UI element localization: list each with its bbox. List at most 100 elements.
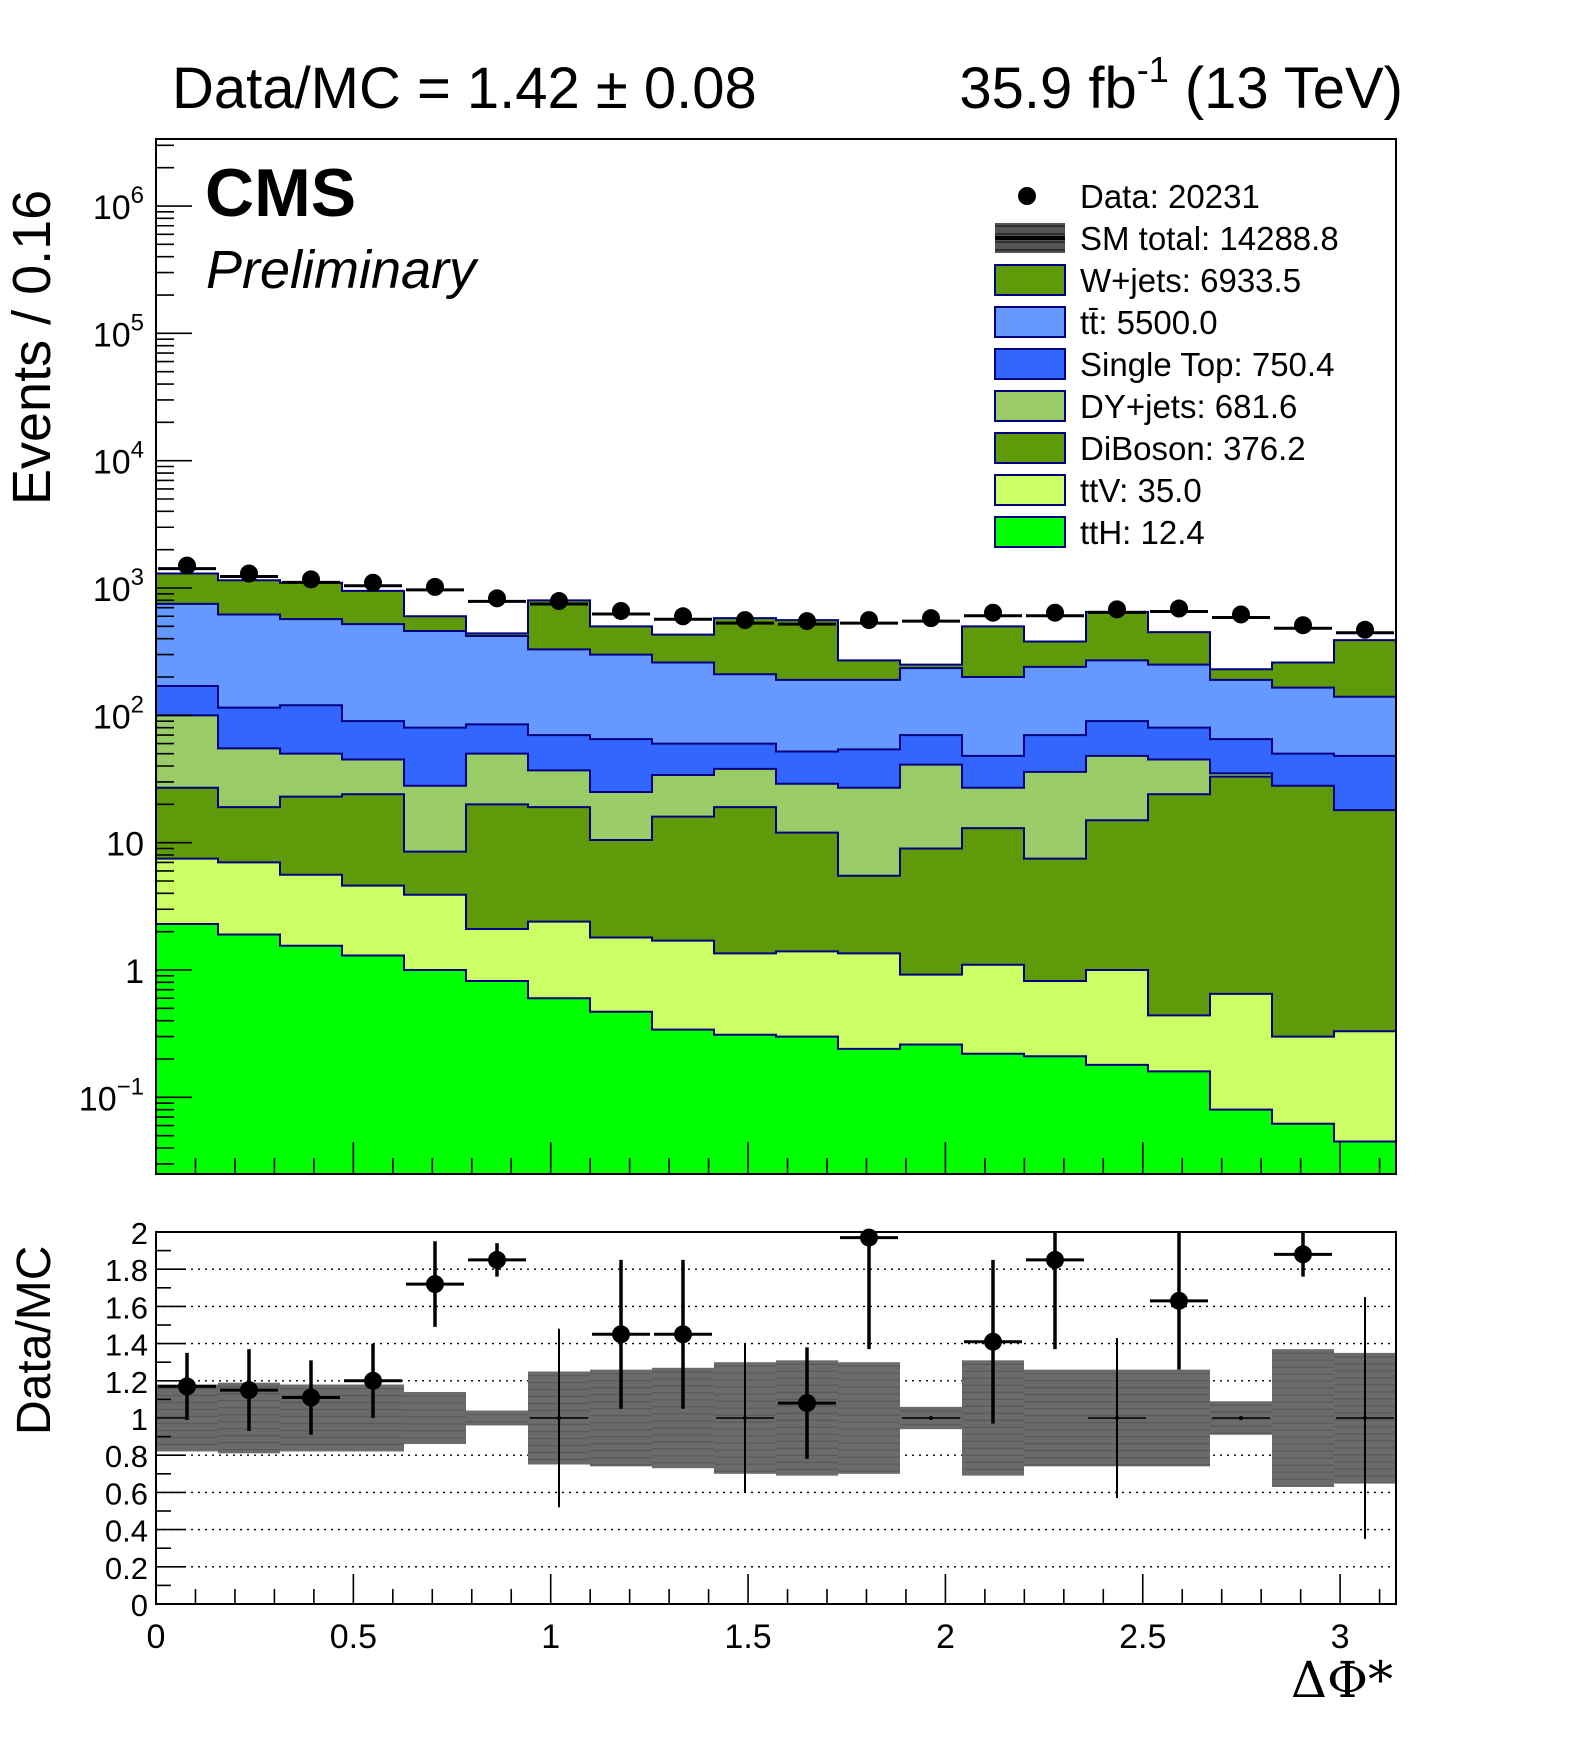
ratio-y-tick-label: 1.8: [105, 1253, 148, 1288]
luminosity-energy: (13 TeV): [1169, 56, 1403, 121]
ratio-point: [488, 1250, 506, 1269]
legend-label: tt̄: 5500.0: [1080, 304, 1218, 341]
ratio-point: [860, 1228, 878, 1247]
data-point: [178, 556, 196, 575]
x-tick-label: 3: [1331, 1618, 1350, 1656]
data-point: [1356, 620, 1374, 639]
ratio-point: [798, 1394, 816, 1413]
ratio-point: [557, 1416, 561, 1420]
ratio-point: [984, 1332, 1002, 1351]
preliminary-label: Preliminary: [206, 240, 479, 300]
y-tick-label: 102: [93, 691, 144, 736]
data-point: [364, 573, 382, 592]
ratio-point: [1115, 1416, 1119, 1420]
legend-label: DiBoson: 376.2: [1080, 430, 1306, 467]
main-y-axis-label: Events / 0.16: [2, 190, 62, 505]
ratio-points: [158, 1228, 1394, 1539]
data-point: [488, 589, 506, 608]
uncertainty-band-bin: [1024, 1369, 1086, 1467]
ratio-y-tick-label: 0: [131, 1588, 148, 1623]
cms-label: CMS: [205, 155, 356, 231]
legend-label: ttH: 12.4: [1080, 514, 1205, 551]
main-histogram-panel: 10−1 1 10 102 103 104 105 106 CMS Preliminary E…: [2, 138, 1397, 1175]
data-point: [612, 601, 630, 620]
main-axis-ticks: 10−1 1 10 102 103 104 105 106: [79, 144, 1381, 1174]
legend-label: W+jets: 6933.5: [1080, 262, 1301, 299]
ratio-panel-frame: [155, 1231, 1397, 1605]
uncertainty-band-bin: [466, 1410, 528, 1426]
uncertainty-band: [156, 1349, 1396, 1487]
data-point: [860, 611, 878, 630]
data-point: [426, 577, 444, 596]
ratio-y-axis-label: Data/MC: [8, 1246, 61, 1435]
y-tick-label: 105: [93, 309, 144, 354]
x-axis-label: ΔΦ*: [1291, 1651, 1393, 1709]
legend-swatch: [994, 306, 1066, 338]
y-tick-label: 106: [93, 182, 144, 227]
data-mc-ratio-text: Data/MC = 1.42 ± 0.08: [172, 56, 757, 121]
legend-label: DY+jets: 681.6: [1080, 388, 1297, 425]
y-tick-label: 10−1: [79, 1073, 144, 1118]
luminosity-value: 35.9 fb: [959, 56, 1136, 121]
ratio-y-tick-label: 0.8: [105, 1439, 148, 1474]
ratio-panel: 00.20.40.60.811.21.41.61.820 0.5 1 1.5 2 2.5 3…: [8, 1216, 1397, 1709]
x-tick-label: 0: [147, 1618, 166, 1656]
legend-label: Data: 20231: [1080, 178, 1260, 215]
legend-label: ttV: 35.0: [1080, 472, 1202, 509]
y-tick-label: 103: [93, 564, 144, 609]
main-panel-frame: [155, 138, 1397, 1175]
data-point: [1046, 603, 1064, 622]
data-point: [674, 607, 692, 626]
legend-swatch: [994, 516, 1066, 548]
ratio-y-tick-label: 1.4: [105, 1328, 148, 1363]
data-point: [1170, 599, 1188, 618]
ratio-point: [1363, 1416, 1367, 1420]
legend-swatch: [994, 390, 1066, 422]
ratio-point: [240, 1381, 258, 1400]
data-point: [1232, 605, 1250, 624]
luminosity-text: 35.9 fb-1 (13 TeV): [959, 49, 1403, 121]
y-tick-label: 1: [125, 953, 144, 991]
legend-swatch: [994, 264, 1066, 296]
ratio-y-tick-label: 0.4: [105, 1514, 148, 1549]
uncertainty-band-bin: [404, 1391, 466, 1445]
data-point: [550, 592, 568, 611]
luminosity-exponent: -1: [1137, 49, 1169, 90]
ratio-point: [426, 1275, 444, 1294]
stack-tth: [155, 922, 1397, 1175]
data-point: [1108, 600, 1126, 619]
uncertainty-band-bin: [1272, 1349, 1334, 1487]
data-point: [984, 603, 1002, 622]
ratio-point: [1294, 1245, 1312, 1264]
ratio-y-tick-label: 1.2: [105, 1365, 148, 1400]
ratio-y-tick-label: 0.6: [105, 1476, 148, 1511]
stacked-histograms: [155, 572, 1397, 1175]
x-tick-label: 2.5: [1119, 1618, 1166, 1656]
ratio-point: [302, 1388, 320, 1407]
uncertainty-band-bin: [1148, 1369, 1210, 1467]
legend-swatch: [994, 474, 1066, 506]
ratio-point: [1170, 1291, 1188, 1310]
ratio-point: [674, 1325, 692, 1344]
y-tick-label: 10: [106, 826, 144, 864]
x-tick-label: 1.5: [724, 1618, 771, 1656]
ratio-point: [1239, 1416, 1243, 1420]
ratio-point: [612, 1325, 630, 1344]
legend-label: SM total: 14288.8: [1080, 220, 1339, 257]
ratio-point: [1046, 1250, 1064, 1269]
x-tick-label: 0.5: [330, 1618, 377, 1656]
ratio-y-tick-label: 2: [131, 1216, 148, 1251]
data-point: [1294, 616, 1312, 635]
x-tick-label: 1: [541, 1618, 560, 1656]
ratio-axis-ticks: 00.20.40.60.811.21.41.61.820 0.5 1 1.5 2 2.5 3: [105, 1216, 1381, 1656]
data-point: [922, 609, 940, 628]
legend-marker: [1018, 187, 1036, 205]
ratio-point: [364, 1371, 382, 1390]
ratio-y-tick-label: 0.2: [105, 1551, 148, 1586]
data-points: [158, 556, 1394, 639]
legend-swatch: [994, 432, 1066, 464]
ratio-point: [743, 1416, 747, 1420]
x-tick-label: 2: [936, 1618, 955, 1656]
y-tick-label: 104: [93, 437, 144, 482]
